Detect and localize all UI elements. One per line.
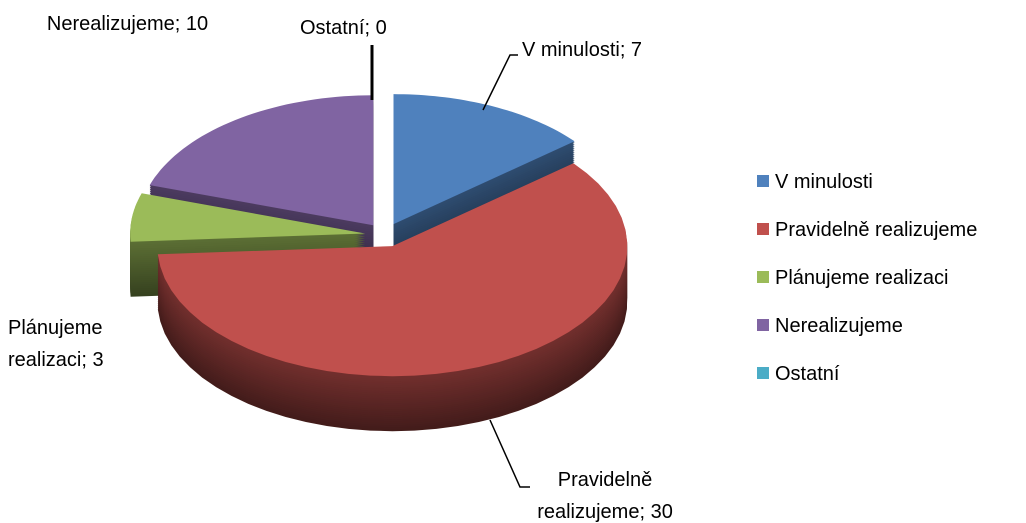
legend-item: Nerealizujeme [757, 314, 903, 338]
legend-swatch [757, 271, 769, 283]
legend-swatch [757, 319, 769, 331]
slice [149, 95, 374, 226]
legend-item: Pravidelně realizujeme [757, 218, 977, 242]
data-label: Nerealizujeme; 10 [46, 13, 209, 35]
leader-line [482, 54, 518, 111]
legend-swatch [757, 367, 769, 379]
legend-item: Ostatní [757, 362, 839, 386]
leader-line [489, 419, 530, 488]
legend-label: Pravidelně realizujeme [775, 219, 978, 241]
legend-label: V minulosti [775, 171, 873, 193]
legend-label: Plánujeme realizaci [775, 267, 949, 289]
slice [130, 193, 366, 242]
data-label: Ostatní; 0 [300, 17, 387, 39]
data-label: Pravidelně realizujeme; 30 [537, 469, 673, 523]
pie [130, 94, 628, 432]
data-label: V minulosti; 7 [522, 39, 643, 61]
legend-swatch [757, 175, 769, 187]
legend-item: V minulosti [757, 170, 873, 194]
legend-label: Nerealizujeme [775, 315, 903, 337]
legend-swatch [757, 223, 769, 235]
slice [393, 94, 575, 225]
data-label: Plánujeme realizaci; 3 [8, 317, 104, 371]
slice [157, 163, 628, 377]
legend-label: Ostatní [775, 363, 840, 385]
legend-item: Plánujeme realizaci [757, 266, 948, 290]
